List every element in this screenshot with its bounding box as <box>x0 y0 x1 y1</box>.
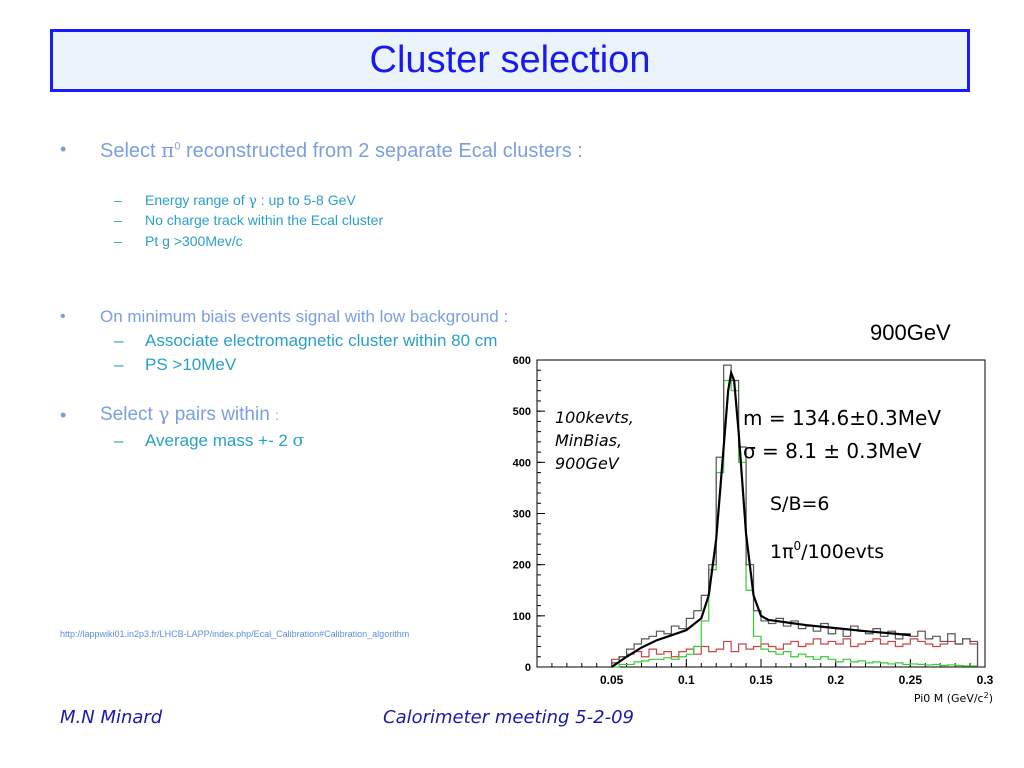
plot-annotations: 100kevts, MinBias, 900GeV m = 134.6±0.3MeV σ… <box>555 406 941 563</box>
x-tick-label: 0.2 <box>827 673 844 687</box>
footer-meeting: Calorimeter meeting 5-2-09 <box>383 707 634 728</box>
bullet-3-post: pairs within <box>169 404 276 425</box>
sub-item-pt: Pt g >300Mev/c <box>145 233 243 249</box>
bullet-3-colon: : <box>275 407 279 423</box>
rate-annotation: 1π0/100evts <box>770 539 884 563</box>
sample-annotation: 900GeV <box>555 454 620 473</box>
sample-annotation: 100kevts, <box>555 408 634 427</box>
sub-item-ps: PS >10MeV <box>145 355 237 374</box>
y-tick-label: 100 <box>513 611 531 623</box>
x-axis-label: Pi0 M (GeV/c2) <box>914 691 993 705</box>
y-tick-label: 200 <box>513 560 531 572</box>
bullet-1: Select π0 reconstructed from 2 separate … <box>100 138 583 163</box>
sub-item-no-charge-track: No charge track within the Ecal cluster <box>145 212 384 228</box>
bullet-marker: • <box>60 308 66 325</box>
signal-histogram <box>604 379 979 668</box>
sb-annotation: S/B=6 <box>770 493 830 515</box>
footer-author: M.N Minard <box>60 707 163 728</box>
plot-series <box>604 364 979 668</box>
y-tick-label: 600 <box>513 355 531 367</box>
calibration-link[interactable]: http://lappwiki01.in2p3.fr/LHCB-LAPP/ind… <box>60 629 410 639</box>
sub-item-associate-cluster: Associate electromagnetic cluster within… <box>145 331 498 350</box>
x-tick-label: 0.05 <box>600 673 624 687</box>
dash-marker: – <box>114 212 122 228</box>
sub-item-average-mass-pre: Average mass +- 2 <box>145 431 293 450</box>
slide-title: Cluster selection <box>369 39 651 81</box>
x-tick-label: 0.1 <box>678 673 695 687</box>
x-tick-label: 0.15 <box>749 673 773 687</box>
y-tick-label: 500 <box>513 406 531 418</box>
pi-superscript: 0 <box>174 140 181 153</box>
bullet-3-pre: Select <box>100 404 159 425</box>
sub-item-energy-post: : up to 5-8 GeV <box>256 192 356 208</box>
dash-marker: – <box>114 355 124 374</box>
gamma-symbol: γ <box>158 403 170 425</box>
background-histogram <box>604 638 979 668</box>
bullet-3: Select γ pairs within : <box>100 403 279 426</box>
sub-item-energy-pre: Energy range of <box>145 192 249 208</box>
title-box: Cluster selection <box>50 29 970 92</box>
dash-marker: – <box>114 192 122 208</box>
y-tick-label: 300 <box>513 509 531 521</box>
bullet-marker: • <box>60 405 67 425</box>
fit-curve <box>611 368 911 668</box>
x-tick-label: 0.25 <box>899 673 923 687</box>
pi-symbol: π <box>161 138 175 162</box>
sample-annotation: MinBias, <box>555 431 622 450</box>
bullet-1-pre: Select <box>100 140 162 162</box>
y-tick-label: 0 <box>525 662 531 674</box>
dash-marker: – <box>114 331 124 350</box>
sub-item-energy-range: Energy range of γ : up to 5-8 GeV <box>145 192 356 209</box>
bullet-marker: • <box>60 139 67 159</box>
sub-item-average-mass: Average mass +- 2 σ <box>145 431 304 451</box>
x-tick-label: 0.3 <box>977 673 994 687</box>
mass-annotation: m = 134.6±0.3MeV <box>743 406 941 430</box>
bullet-1-post: reconstructed from 2 separate Ecal clust… <box>180 140 583 162</box>
dash-marker: – <box>114 233 122 249</box>
gamma-symbol: γ <box>248 193 257 209</box>
dash-marker: – <box>114 431 124 450</box>
x-axis-ticks: 0.05 0.1 0.15 0.2 0.25 0.3 Pi0 M (GeV/c2) <box>536 659 994 705</box>
sigma-annotation: σ = 8.1 ± 0.3MeV <box>743 439 922 463</box>
sigma-symbol: σ <box>292 431 305 451</box>
y-axis-ticks: 0 100 200 300 400 500 600 <box>513 355 545 674</box>
data-histogram <box>604 364 979 668</box>
bullet-2: On minimum biais events signal with low … <box>100 307 509 326</box>
energy-label: 900GeV <box>870 320 951 345</box>
y-tick-label: 400 <box>513 457 531 469</box>
